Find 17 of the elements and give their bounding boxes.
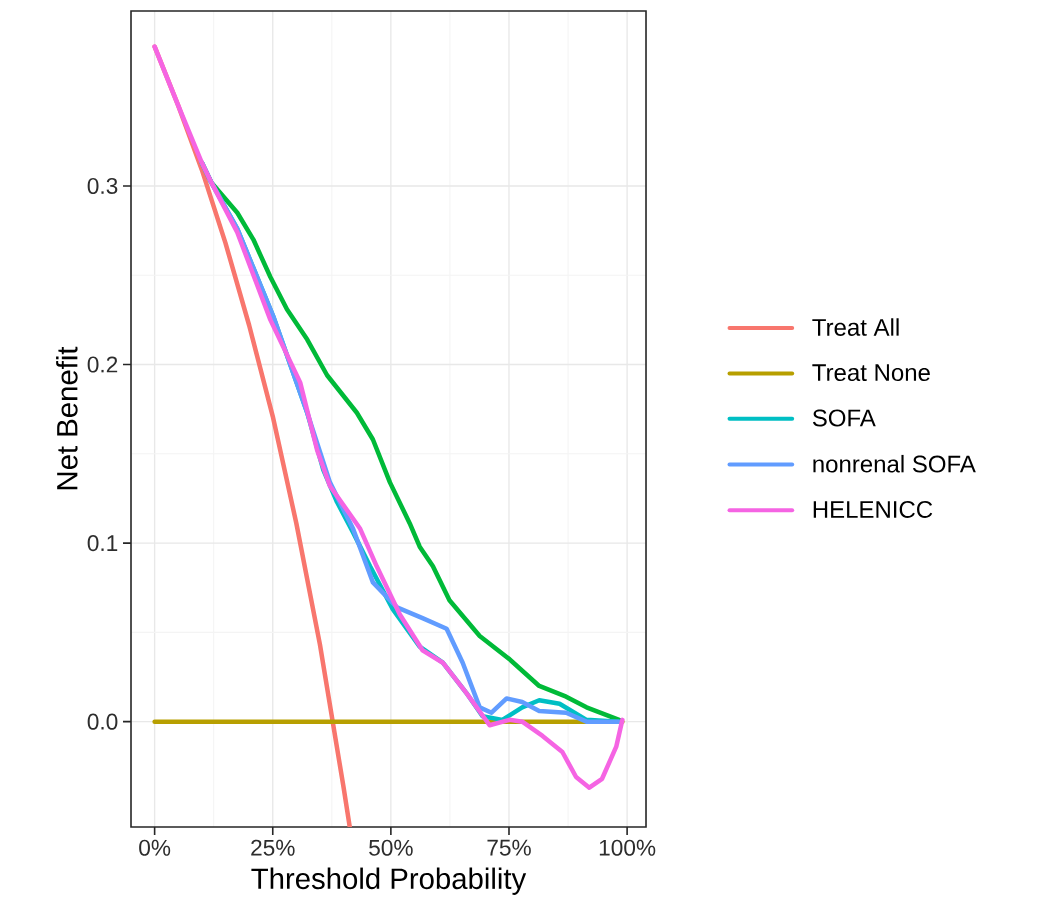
x-tick-label: 25% (251, 839, 295, 856)
legend-label: HELENICC (813, 500, 933, 518)
x-tick-label: 75% (487, 839, 531, 856)
y-tick-label: 0.1 (87, 535, 118, 552)
y-tick-label: 0.0 (87, 713, 118, 730)
x-tick-label: 0% (139, 839, 171, 856)
x-tick-label: 50% (369, 839, 413, 856)
legend-label: SOFA (812, 409, 876, 427)
legend-label: Treat All (812, 318, 899, 336)
x-tick-label: 100% (599, 839, 656, 856)
y-axis-title: Net Benefit (56, 346, 78, 490)
y-tick-label: 0.2 (87, 356, 118, 373)
line-series (152, 44, 625, 790)
legend-label: nonrenal SOFA (813, 454, 976, 473)
x-axis-title: Threshold Probability (251, 867, 527, 895)
legend-label: Treat None (812, 364, 930, 382)
y-tick-label: 0.3 (87, 177, 118, 195)
